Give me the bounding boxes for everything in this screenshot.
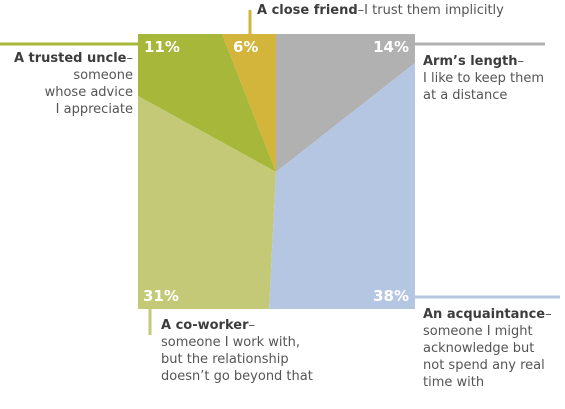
annotation-desc-coworker-1: someone I work with, (161, 335, 300, 350)
dash: – (517, 54, 525, 69)
annotation-close-friend: A close friend–I trust them implicitly (257, 2, 504, 19)
annotation-desc-coworker-2: but the relationship (161, 352, 289, 367)
dash: – (545, 307, 552, 322)
segment-trusted-uncle (138, 34, 276, 172)
annotation-title-uncle: A trusted uncle (13, 51, 127, 66)
annotation-trusted-uncle: A trusted uncle– someone whose advice I … (14, 50, 133, 118)
annotation-desc-uncle-2: whose advice (44, 85, 133, 100)
annotation-desc-acq-2: acknowledge but (423, 341, 535, 356)
value-label-acq: 38% (373, 287, 409, 305)
annotation-co-worker: A co-worker– someone I work with, but th… (161, 317, 313, 385)
annotation-title-arms: Arm’s length (423, 54, 518, 69)
annotation-desc-uncle-1: someone (73, 68, 133, 83)
value-label-friend: 6% (233, 38, 258, 56)
segment-close-friend (222, 34, 276, 172)
value-label-arms: 14% (373, 38, 409, 56)
value-label-coworker: 31% (143, 287, 179, 305)
annotation-desc-acq-4: time with (423, 375, 485, 390)
dash: – (357, 3, 365, 18)
annotation-desc-acq-3: not spend any real (423, 358, 545, 373)
annotation-arms-length: Arm’s length– I like to keep them at a d… (423, 53, 544, 104)
annotation-desc-arms-1: I like to keep them (423, 71, 545, 86)
annotation-title-friend: A close friend (257, 3, 358, 18)
dash: – (126, 51, 134, 66)
segment-co-worker (138, 96, 276, 309)
annotation-desc-acq-1: someone I might (423, 324, 533, 339)
segment-acquaintance (269, 63, 415, 309)
annotation-desc-uncle-3: I appreciate (55, 102, 133, 117)
annotation-title-acq: An acquaintance (423, 307, 546, 322)
annotation-title-coworker: A co-worker (161, 318, 249, 333)
annotation-desc-coworker-3: doesn’t go beyond that (161, 369, 313, 384)
dash: – (248, 318, 256, 333)
annotation-desc-arms-2: at a distance (423, 88, 508, 103)
value-label-uncle: 11% (144, 38, 180, 56)
annotation-acquaintance: An acquaintance– someone I might acknowl… (423, 306, 552, 391)
segment-arms-length (276, 34, 415, 172)
annotation-desc-friend: I trust them implicitly (364, 3, 504, 18)
